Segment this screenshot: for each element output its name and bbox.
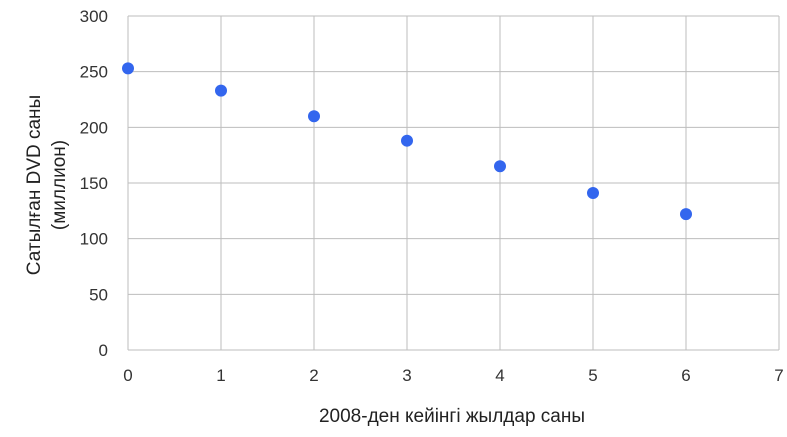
- x-tick-label: 7: [774, 366, 783, 385]
- x-tick-label: 3: [402, 366, 411, 385]
- y-tick-label: 200: [80, 118, 108, 137]
- data-point: [122, 62, 134, 75]
- y-tick-label: 250: [80, 63, 108, 82]
- x-tick-label: 5: [588, 366, 597, 385]
- data-point: [308, 110, 320, 123]
- x-tick-label: 4: [495, 366, 504, 385]
- y-tick-label: 300: [80, 7, 108, 26]
- y-tick-label: 0: [99, 341, 108, 360]
- y-tick-label: 50: [89, 285, 108, 304]
- y-axis-label-line-2: (миллион): [49, 140, 70, 230]
- y-tick-label: 150: [80, 174, 108, 193]
- x-tick-label: 2: [309, 366, 318, 385]
- data-points: [122, 62, 692, 221]
- x-tick-label: 1: [216, 366, 225, 385]
- data-point: [215, 84, 227, 97]
- data-point: [494, 160, 506, 173]
- y-tick-label: 100: [80, 230, 108, 249]
- x-tick-label: 0: [123, 366, 132, 385]
- data-point: [401, 134, 413, 147]
- data-point: [680, 208, 692, 221]
- grid-lines: [127, 15, 780, 351]
- data-point: [587, 187, 599, 200]
- x-tick-label: 6: [681, 366, 690, 385]
- y-axis-label-line-1: Сатылған DVD саны: [24, 95, 45, 275]
- x-axis-label: 2008-ден кейінгі жылдар саны: [319, 406, 585, 427]
- tick-labels: 0 1 2 3 4 5 6 7 0 50 100 150 200 250 300: [80, 7, 784, 385]
- y-axis-label: Сатылған DVD саны (миллион): [24, 95, 70, 275]
